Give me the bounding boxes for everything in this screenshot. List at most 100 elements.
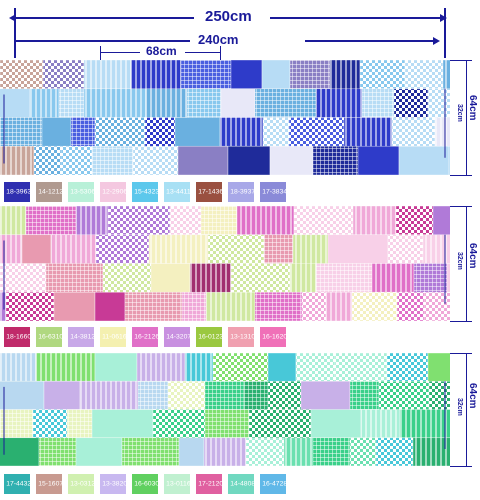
fabric-block xyxy=(71,117,95,147)
fabric-block xyxy=(221,88,255,118)
fabric-block xyxy=(0,88,30,118)
fabric-block xyxy=(59,88,84,118)
swatch-code: 18-3963 xyxy=(6,187,30,196)
color-swatch: 14-1212 xyxy=(36,182,62,202)
fabric-block xyxy=(95,292,125,321)
swatch-code: 13-0312 xyxy=(70,479,94,488)
swatch-code: 13-0116 xyxy=(166,479,190,488)
half-ruler-3-label: 32cm xyxy=(456,398,463,416)
fabric-panel-blue xyxy=(0,60,450,175)
fabric-block xyxy=(168,381,205,410)
fabric-block xyxy=(0,292,6,321)
fabric-block xyxy=(182,292,206,321)
swatch-row-green: 17-4432 15-1607 13-0312 13-3820 16-6030 13-01… xyxy=(0,474,480,496)
fabric-block xyxy=(108,206,170,235)
total-width-label: 250cm xyxy=(205,8,252,25)
swatch-code: 16-4728 xyxy=(262,479,286,488)
fabric-block xyxy=(350,437,376,466)
fabric-block xyxy=(43,60,84,89)
color-swatch: 16-1620 xyxy=(260,327,286,347)
fabric-block xyxy=(328,234,388,264)
color-swatch: 17-1436 xyxy=(196,182,222,202)
total-width-arrow-right xyxy=(440,14,447,22)
total-width-line-left xyxy=(14,17,194,19)
swatch-row-blue: 18-3963 14-1212 13-5306 12-2906 15-4323 13-44… xyxy=(0,182,480,204)
fabric-block xyxy=(96,234,149,264)
repeat-width-label: 68cm xyxy=(146,44,177,58)
fabric-block xyxy=(296,353,335,382)
fabric-block xyxy=(42,117,71,147)
color-swatch: 13-0312 xyxy=(68,474,94,494)
color-swatch: 14-4808 xyxy=(228,474,254,494)
fabric-block xyxy=(201,206,237,235)
half-ruler-1-label: 32cm xyxy=(456,104,463,122)
color-swatch: 16-4728 xyxy=(260,474,286,494)
swatch-code: 16-6030 xyxy=(134,479,158,488)
swatch-code: 16-0123 xyxy=(198,332,222,341)
swatch-code: 16-2126 xyxy=(134,332,158,341)
fabric-block xyxy=(220,117,263,147)
fabric-block xyxy=(313,437,350,466)
fabric-block xyxy=(353,206,396,235)
swatch-code: 18-3937 xyxy=(230,187,254,196)
fabric-block xyxy=(54,292,95,321)
fabric-block xyxy=(423,234,450,264)
fabric-block xyxy=(237,206,294,235)
fabric-block-seam xyxy=(434,117,450,147)
fabric-block xyxy=(231,60,262,89)
fabric-block xyxy=(92,146,133,175)
fabric-block xyxy=(435,117,450,147)
fabric-block xyxy=(396,206,433,235)
fabric-block xyxy=(264,234,293,264)
fabric-block xyxy=(376,437,413,466)
color-swatch: 11-0616 xyxy=(100,327,126,347)
swatch-code: 14-1212 xyxy=(38,187,62,196)
height-ruler-2-bottom xyxy=(450,321,472,322)
fabric-block xyxy=(352,292,397,321)
fabric-block xyxy=(449,146,450,175)
swatch-code: 15-4323 xyxy=(134,187,158,196)
swatch-code: 17-1436 xyxy=(198,187,222,196)
fabric-block xyxy=(428,88,450,118)
fabric-block xyxy=(138,381,168,410)
swatch-code: 13-5306 xyxy=(70,187,94,196)
fabric-block xyxy=(361,409,400,438)
fabric-block xyxy=(284,437,313,466)
fabric-block xyxy=(311,409,361,438)
pink-patchwork-pattern xyxy=(0,206,450,321)
height-ruler-2-label: 64cm xyxy=(467,243,478,269)
swatch-code: 17-3834 xyxy=(262,187,286,196)
fabric-block xyxy=(80,381,138,410)
swatch-code: 13-4411 xyxy=(166,187,190,196)
fabric-block-seam xyxy=(422,234,450,264)
fabric-block xyxy=(179,437,204,466)
fabric-block-seam xyxy=(427,88,450,118)
fabric-block xyxy=(392,117,435,147)
fabric-block xyxy=(36,353,95,382)
fabric-block xyxy=(206,292,255,321)
fabric-block xyxy=(61,146,92,175)
fabric-block xyxy=(0,146,34,175)
swatch-code: 17-4432 xyxy=(6,479,30,488)
fabric-block xyxy=(290,263,316,293)
color-swatch: 13-5306 xyxy=(68,182,94,202)
fabric-block xyxy=(181,60,231,89)
color-swatch: 12-2906 xyxy=(100,182,126,202)
fabric-block xyxy=(204,437,246,466)
fabric-block xyxy=(39,437,76,466)
fabric-block xyxy=(372,263,414,293)
fabric-block xyxy=(84,88,146,118)
total-width-line-right xyxy=(270,17,442,19)
fabric-block xyxy=(153,409,205,438)
height-ruler-1-top xyxy=(450,60,472,61)
fabric-block xyxy=(350,381,379,410)
swatch-code: 15-1607 xyxy=(38,479,62,488)
fabric-block xyxy=(205,409,249,438)
color-swatch: 17-2120 xyxy=(196,474,222,494)
usable-width-arrow-right xyxy=(433,37,440,45)
fabric-block xyxy=(394,88,428,118)
repeat-width-tick-left xyxy=(100,46,101,60)
fabric-block xyxy=(178,146,228,175)
fabric-block xyxy=(34,146,61,175)
fabric-block xyxy=(255,88,316,118)
